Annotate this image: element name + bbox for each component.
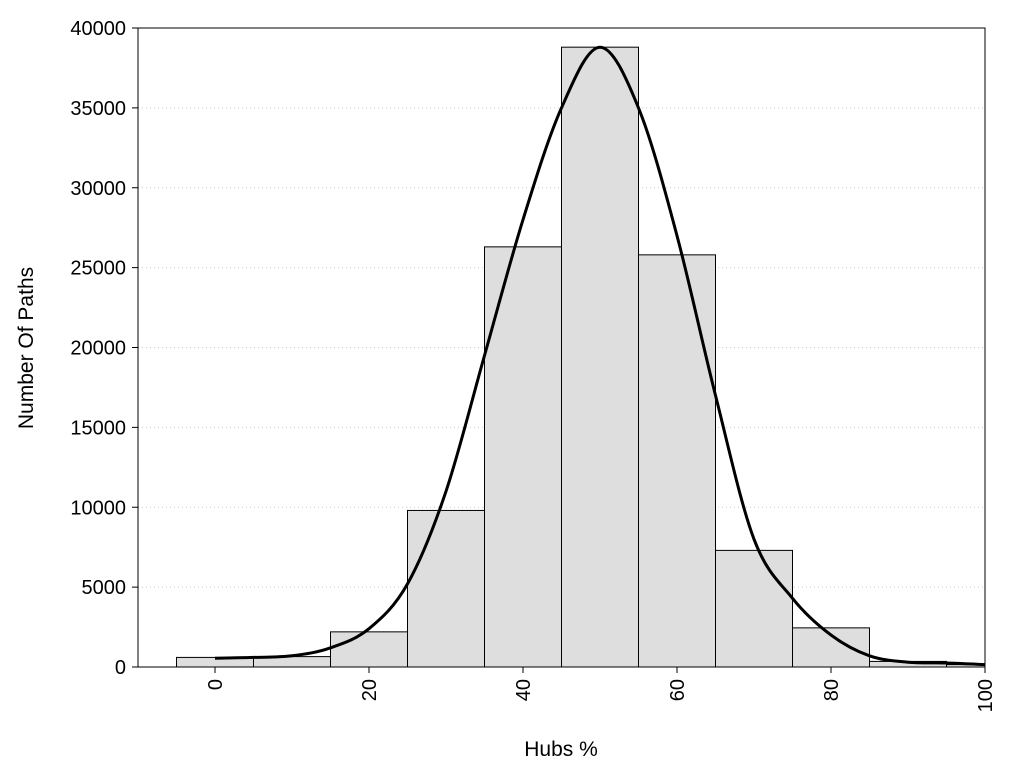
- y-tick-label: 35000: [70, 98, 126, 120]
- y-tick-label: 5000: [82, 577, 127, 599]
- x-tick-label: 40: [513, 679, 535, 701]
- x-tick-label: 80: [821, 679, 843, 701]
- histogram-bar: [715, 549, 793, 668]
- x-axis-ticks: 0 20 40 60 80 100: [205, 667, 997, 712]
- y-tick-label: 15000: [70, 417, 126, 439]
- histogram-bar: [330, 631, 408, 668]
- x-tick-label: 0: [205, 679, 227, 690]
- x-tick-label: 100: [975, 679, 997, 712]
- y-tick-label: 10000: [70, 497, 126, 519]
- x-tick-label: 20: [359, 679, 381, 701]
- x-tick-label: 60: [667, 679, 689, 701]
- histogram-bar: [561, 46, 639, 668]
- histogram-bar: [638, 254, 716, 668]
- y-tick-label: 0: [115, 657, 126, 679]
- x-axis-label: Hubs %: [524, 738, 598, 761]
- y-tick-label: 20000: [70, 338, 126, 360]
- histogram-bar: [484, 246, 562, 668]
- density-curve: [214, 45, 986, 667]
- y-tick-label: 30000: [70, 178, 126, 200]
- y-tick-label: 25000: [70, 258, 126, 280]
- y-axis-ticks: 0 5000 10000 15000 20000 25000 30000 35000 40000: [70, 18, 138, 679]
- histogram-bar: [407, 509, 485, 668]
- y-tick-label: 40000: [70, 18, 126, 40]
- histogram-bars: [176, 46, 986, 668]
- y-axis-label: Number Of Paths: [15, 267, 38, 429]
